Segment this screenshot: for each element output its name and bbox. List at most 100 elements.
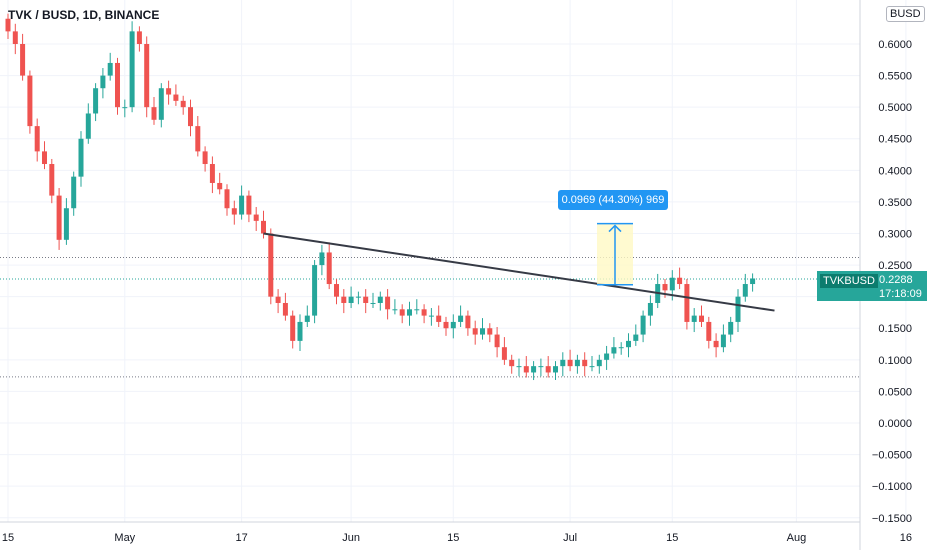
- candle-body: [326, 252, 332, 285]
- y-tick-label: 0.3000: [878, 228, 912, 240]
- candle-body: [231, 208, 237, 215]
- candle-body: [363, 296, 369, 303]
- candle-body: [465, 315, 471, 329]
- candle-body: [589, 366, 595, 368]
- candle-body: [34, 126, 40, 152]
- candle-body: [487, 328, 493, 335]
- candle-body: [596, 359, 602, 367]
- candle-body: [428, 315, 434, 317]
- chart-title: TVK / BUSD, 1D, BINANCE: [8, 8, 160, 22]
- candle-body: [42, 151, 47, 165]
- candle-body: [5, 18, 11, 32]
- x-tick-label: Aug: [787, 532, 807, 544]
- candle-body: [129, 31, 135, 108]
- candle-body: [282, 302, 288, 316]
- candle-body: [494, 334, 500, 348]
- candle-body: [720, 334, 726, 348]
- candle-body: [188, 107, 193, 127]
- candle-body: [626, 340, 631, 348]
- y-tick-label: 0.1000: [878, 355, 912, 367]
- candle-body: [115, 62, 120, 108]
- candle-body: [56, 195, 62, 240]
- candle-body: [122, 107, 128, 109]
- candle-body: [348, 296, 354, 303]
- candle-body: [501, 347, 507, 360]
- candle-body: [742, 284, 748, 297]
- candle-body: [180, 100, 186, 108]
- candle-body: [261, 220, 266, 234]
- candle-body: [370, 302, 376, 304]
- y-tick-label: 0.4500: [878, 134, 912, 146]
- candle-body: [458, 315, 464, 322]
- candle-body: [662, 284, 668, 291]
- candle-body: [290, 315, 296, 341]
- candle-body: [480, 328, 485, 335]
- candle-body: [691, 315, 697, 322]
- candle-body: [93, 88, 99, 114]
- last-price-value: 0.2288: [879, 274, 913, 286]
- candle-body: [407, 309, 412, 316]
- candle-body: [224, 189, 230, 209]
- candle-body: [647, 302, 653, 316]
- candle-body: [735, 296, 741, 322]
- candle-body: [202, 151, 208, 165]
- candle-body: [538, 366, 544, 368]
- trendline: [263, 232, 775, 312]
- y-tick-label: 0.6000: [878, 39, 912, 51]
- candle-body: [107, 62, 113, 76]
- candle-body: [49, 164, 55, 196]
- candle-body: [713, 340, 719, 348]
- candle-body: [582, 359, 588, 367]
- candle-body: [341, 296, 347, 303]
- x-tick-label: 15: [666, 532, 678, 544]
- candle-body: [633, 334, 639, 341]
- y-tick-label: −0.0500: [872, 450, 912, 462]
- candle-body: [531, 366, 537, 373]
- candle-body: [523, 366, 529, 373]
- candle-body: [78, 138, 84, 177]
- candle-body: [12, 31, 18, 44]
- candle-body: [312, 265, 318, 316]
- candle-body: [640, 315, 646, 335]
- candle-body: [20, 43, 26, 76]
- candle-body: [166, 88, 172, 95]
- currency-label[interactable]: BUSD: [886, 6, 925, 22]
- candle-body: [545, 366, 551, 373]
- candle-body: [239, 195, 245, 215]
- candle-body: [516, 366, 522, 368]
- x-tick-label: Jun: [342, 532, 360, 544]
- candle-body: [750, 278, 756, 285]
- y-tick-label: 0.1500: [878, 323, 912, 335]
- x-tick-label: 15: [447, 532, 459, 544]
- candle-body: [195, 126, 201, 152]
- candle-body: [151, 107, 157, 120]
- candle-body: [85, 113, 91, 139]
- candle-body: [574, 359, 580, 367]
- candle-body: [334, 284, 339, 297]
- y-tick-label: 0.5000: [878, 102, 912, 114]
- candle-body: [472, 328, 478, 335]
- candle-body: [144, 43, 150, 108]
- candle-body: [385, 296, 391, 310]
- candle-body: [246, 195, 252, 215]
- candle-body: [509, 359, 515, 367]
- candle-body: [553, 366, 558, 373]
- y-tick-label: 0.5500: [878, 71, 912, 83]
- candle-body: [158, 88, 164, 120]
- candle-body: [355, 296, 361, 298]
- candle-body: [268, 233, 274, 297]
- x-tick-label: Jul: [563, 532, 577, 544]
- y-tick-label: 0.2500: [878, 260, 912, 272]
- last-price-tag: TVKBUSD 0.2288 17:18:09: [817, 271, 927, 301]
- candle-body: [209, 164, 215, 183]
- x-tick-label: 16: [900, 532, 912, 544]
- candle-body: [399, 309, 405, 316]
- candle-body: [217, 182, 223, 190]
- candle-body: [618, 347, 624, 349]
- x-tick-label: 15: [2, 532, 14, 544]
- candle-body: [275, 296, 281, 303]
- y-tick-label: 0.0500: [878, 386, 912, 398]
- candle-body: [699, 315, 704, 322]
- measure-label: 0.0969 (44.30%) 969: [558, 190, 668, 210]
